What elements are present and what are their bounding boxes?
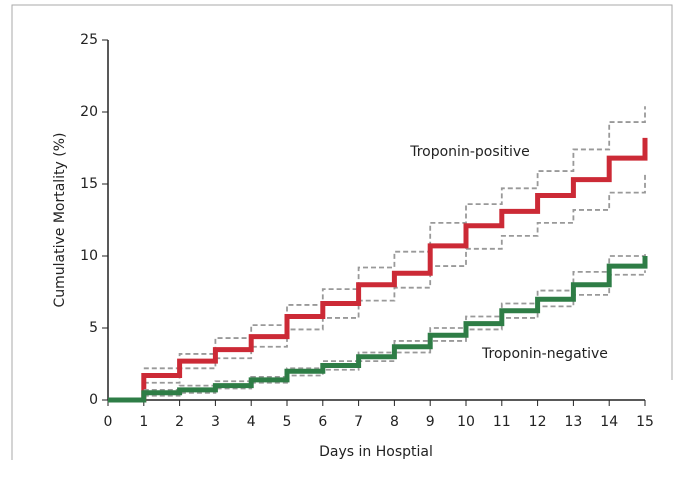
x-tick-label: 7 bbox=[354, 414, 363, 430]
x-tick-label: 2 bbox=[175, 414, 184, 430]
x-tick-label: 14 bbox=[600, 414, 618, 430]
x-tick-label: 12 bbox=[529, 414, 547, 430]
y-tick-label: 15 bbox=[80, 176, 98, 192]
x-tick-label: 11 bbox=[493, 414, 511, 430]
x-tick-label: 13 bbox=[564, 414, 582, 430]
y-tick-label: 20 bbox=[80, 104, 98, 120]
survival-line bbox=[108, 256, 648, 403]
ci-line bbox=[143, 173, 646, 384]
x-tick-label: 15 bbox=[636, 414, 654, 430]
y-tick-label: 5 bbox=[89, 320, 98, 336]
x-tick-label: 6 bbox=[318, 414, 327, 430]
x-tick-label: 10 bbox=[457, 414, 475, 430]
y-axis-label: Cumulative Mortality (%) bbox=[52, 132, 68, 307]
x-tick-label: 8 bbox=[390, 414, 399, 430]
x-tick-label: 1 bbox=[139, 414, 148, 430]
ci-line bbox=[143, 106, 646, 370]
x-tick-label: 0 bbox=[104, 414, 113, 430]
frame bbox=[11, 4, 673, 460]
x-tick-label: 3 bbox=[211, 414, 220, 430]
series-label: Troponin-negative bbox=[481, 346, 608, 362]
ci-line bbox=[143, 251, 646, 391]
survival-line bbox=[108, 137, 648, 403]
x-tick-label: 9 bbox=[426, 414, 435, 430]
y-tick-label: 10 bbox=[80, 248, 98, 264]
y-tick-label: 0 bbox=[89, 392, 98, 408]
series-label: Troponin-positive bbox=[409, 144, 530, 160]
ci-line bbox=[143, 270, 646, 397]
x-tick-label: 5 bbox=[283, 414, 292, 430]
x-tick-label: 4 bbox=[247, 414, 256, 430]
x-axis-label: Days in Hosptial bbox=[319, 444, 433, 460]
y-tick-label: 25 bbox=[80, 32, 98, 48]
